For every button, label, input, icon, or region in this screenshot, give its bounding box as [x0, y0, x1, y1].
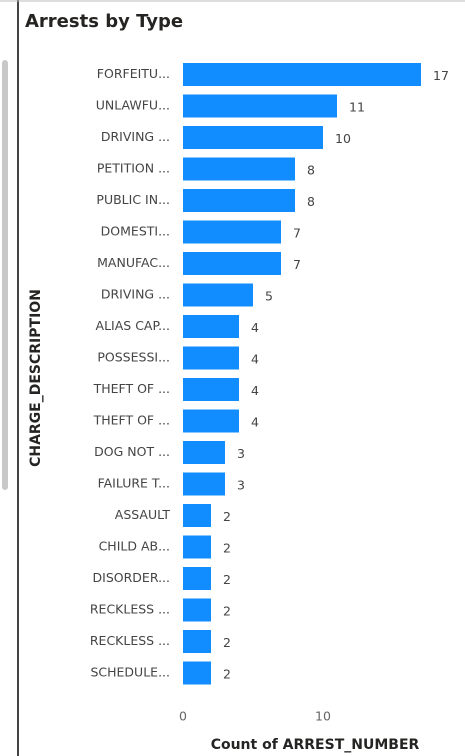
data-label: 8 [307, 163, 315, 178]
data-label: 2 [223, 509, 231, 524]
data-label: 4 [251, 352, 259, 367]
data-label: 3 [237, 446, 245, 461]
bar [183, 189, 295, 212]
data-label: 7 [293, 257, 301, 272]
data-label: 2 [223, 572, 231, 587]
y-tick-label: ALIAS CAP... [96, 318, 170, 333]
bar [183, 63, 421, 86]
y-tick-label: THEFT OF ... [93, 413, 170, 428]
y-tick-label: DOMESTI... [101, 224, 170, 239]
data-label: 11 [349, 100, 365, 115]
y-tick-label: DRIVING ... [101, 129, 170, 144]
data-label: 3 [237, 478, 245, 493]
y-tick-label: DISORDER... [93, 570, 170, 585]
data-label: 4 [251, 415, 259, 430]
bar [183, 252, 281, 275]
x-tick-label: 0 [179, 709, 187, 724]
data-label: 4 [251, 320, 259, 335]
y-tick-label: PUBLIC IN... [96, 192, 170, 207]
bar [183, 504, 211, 527]
y-axis-title: CHARGE_DESCRIPTION [28, 289, 44, 467]
data-label: 2 [223, 541, 231, 556]
bar [183, 378, 239, 401]
y-tick-label: CHILD AB... [99, 539, 170, 554]
bar [183, 661, 211, 685]
bar [183, 441, 225, 464]
data-label: 8 [307, 194, 315, 209]
bar [183, 472, 225, 496]
bar [183, 94, 337, 118]
data-label: 2 [223, 667, 231, 682]
y-tick-label: FAILURE T... [98, 476, 170, 491]
data-label: 7 [293, 226, 301, 241]
data-label: 4 [251, 383, 259, 398]
y-tick-label: RECKLESS ... [90, 633, 170, 648]
y-tick-label: FORFEITU... [97, 66, 170, 81]
bar [183, 630, 211, 653]
y-tick-label: SCHEDULE... [90, 665, 170, 680]
data-label: 2 [223, 604, 231, 619]
scrollbar[interactable] [2, 60, 8, 490]
bar [183, 283, 253, 307]
y-tick-label: MANUFAC... [97, 255, 170, 270]
bar [183, 126, 323, 149]
y-tick-label: ASSAULT [115, 507, 171, 522]
bar [183, 567, 211, 590]
bar [183, 157, 295, 181]
y-tick-label: RECKLESS ... [90, 602, 170, 617]
data-label: 10 [335, 131, 351, 146]
bar [183, 220, 281, 244]
data-label: 5 [265, 289, 273, 304]
bar [183, 346, 239, 370]
y-tick-label: THEFT OF ... [93, 381, 170, 396]
bar [183, 409, 239, 433]
y-tick-label: UNLAWFU... [96, 98, 170, 113]
y-tick-label: PETITION ... [97, 161, 170, 176]
x-tick-label: 10 [315, 709, 331, 724]
bar [183, 535, 211, 559]
data-label: 2 [223, 635, 231, 650]
x-axis-title: Count of ARREST_NUMBER [211, 737, 420, 753]
y-tick-label: DRIVING ... [101, 287, 170, 302]
bar [183, 315, 239, 338]
bar [183, 598, 211, 622]
y-tick-label: POSSESSI... [97, 350, 170, 365]
data-label: 17 [433, 68, 449, 83]
y-tick-label: DOG NOT ... [94, 444, 170, 459]
chart-title: Arrests by Type [25, 11, 183, 32]
